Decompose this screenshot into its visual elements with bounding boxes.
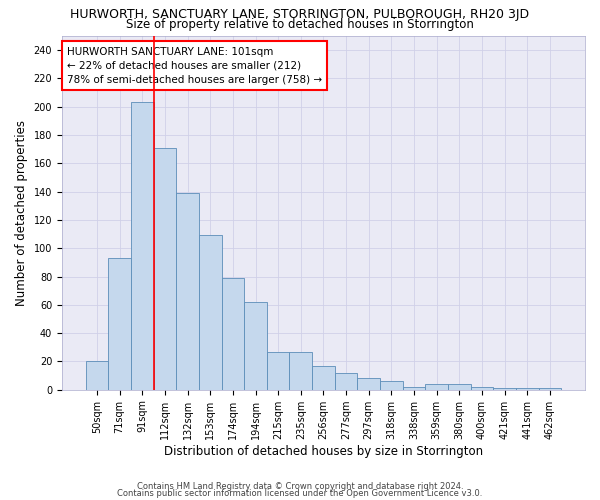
Bar bbox=[109, 258, 131, 390]
Text: Contains HM Land Registry data © Crown copyright and database right 2024.: Contains HM Land Registry data © Crown c… bbox=[137, 482, 463, 491]
Bar bbox=[176, 193, 199, 390]
Bar bbox=[312, 366, 335, 390]
Bar bbox=[154, 148, 176, 390]
Bar bbox=[470, 387, 493, 390]
X-axis label: Distribution of detached houses by size in Storrington: Distribution of detached houses by size … bbox=[164, 444, 483, 458]
Y-axis label: Number of detached properties: Number of detached properties bbox=[15, 120, 28, 306]
Text: Contains public sector information licensed under the Open Government Licence v3: Contains public sector information licen… bbox=[118, 490, 482, 498]
Text: HURWORTH, SANCTUARY LANE, STORRINGTON, PULBOROUGH, RH20 3JD: HURWORTH, SANCTUARY LANE, STORRINGTON, P… bbox=[70, 8, 530, 21]
Bar bbox=[199, 236, 221, 390]
Bar bbox=[448, 384, 470, 390]
Bar bbox=[244, 302, 267, 390]
Bar bbox=[86, 362, 109, 390]
Text: HURWORTH SANCTUARY LANE: 101sqm
← 22% of detached houses are smaller (212)
78% o: HURWORTH SANCTUARY LANE: 101sqm ← 22% of… bbox=[67, 46, 322, 84]
Bar bbox=[221, 278, 244, 390]
Bar bbox=[493, 388, 516, 390]
Bar bbox=[516, 388, 539, 390]
Bar bbox=[403, 387, 425, 390]
Bar bbox=[267, 352, 289, 390]
Bar bbox=[425, 384, 448, 390]
Bar bbox=[131, 102, 154, 390]
Text: Size of property relative to detached houses in Storrington: Size of property relative to detached ho… bbox=[126, 18, 474, 31]
Bar bbox=[289, 352, 312, 390]
Bar bbox=[380, 381, 403, 390]
Bar bbox=[539, 388, 561, 390]
Bar bbox=[358, 378, 380, 390]
Bar bbox=[335, 372, 358, 390]
